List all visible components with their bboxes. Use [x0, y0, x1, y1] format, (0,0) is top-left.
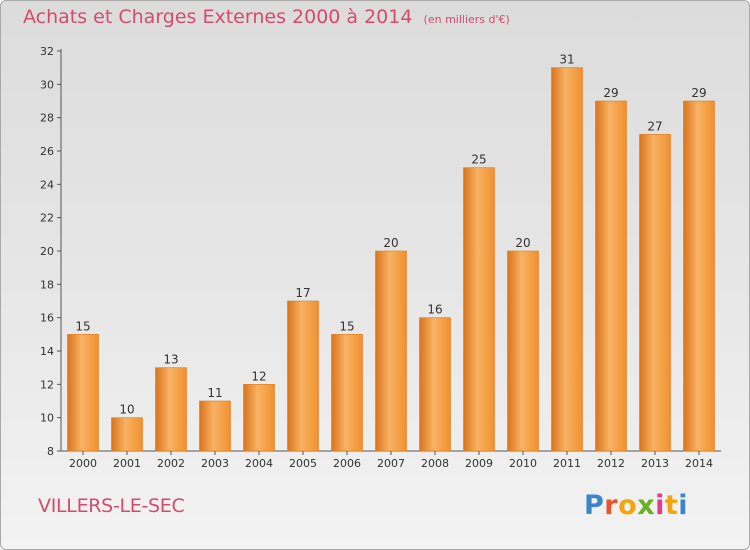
x-tick-label: 2011: [553, 457, 581, 470]
x-tick-label: 2004: [245, 457, 273, 470]
commune-name: VILLERS-LE-SEC: [38, 495, 185, 517]
y-tick-label: 26: [40, 145, 54, 158]
bar: [507, 250, 539, 452]
x-tick-label: 2014: [685, 457, 713, 470]
bar-value-label: 13: [163, 353, 178, 367]
x-tick-label: 2005: [289, 457, 317, 470]
bar-value-label: 15: [75, 319, 90, 333]
chart-unit: (en milliers d'€): [423, 13, 510, 26]
y-tick-label: 16: [40, 312, 54, 325]
logo-letter: r: [604, 490, 619, 521]
logo-letter: i: [678, 490, 689, 521]
x-tick-label: 2013: [641, 457, 669, 470]
y-tick-label: 20: [40, 245, 54, 258]
logo-letter: i: [655, 490, 665, 521]
bar-value-label: 20: [515, 236, 530, 250]
bar-value-label: 10: [119, 403, 134, 417]
logo-letter: t: [664, 490, 679, 521]
x-tick-label: 2010: [509, 457, 537, 470]
y-tick-label: 28: [40, 112, 54, 125]
bar-value-label: 29: [691, 86, 706, 100]
logo-letter: x: [637, 490, 656, 521]
y-tick-label: 14: [40, 345, 54, 358]
x-tick-label: 2003: [201, 457, 229, 470]
x-tick-label: 2006: [333, 457, 361, 470]
bar: [243, 384, 275, 452]
bar: [67, 334, 99, 452]
bar-value-label: 16: [427, 303, 442, 317]
bar-value-label: 17: [295, 286, 310, 300]
bar: [463, 167, 495, 452]
bar: [551, 67, 583, 452]
x-tick-label: 2009: [465, 457, 493, 470]
bar: [683, 100, 715, 452]
bar-value-label: 11: [207, 386, 222, 400]
y-tick-label: 24: [40, 178, 54, 191]
logo-letter: o: [618, 490, 638, 521]
bar: [199, 400, 231, 452]
bar: [155, 367, 187, 452]
x-tick-label: 2007: [377, 457, 405, 470]
y-tick-label: 18: [40, 278, 54, 291]
x-tick-label: 2000: [69, 457, 97, 470]
bar-value-label: 27: [647, 119, 662, 133]
bar-value-label: 12: [251, 369, 266, 383]
y-tick-label: 8: [47, 445, 54, 458]
y-tick-label: 30: [40, 78, 54, 91]
proxiti-logo: Proxiti: [584, 490, 688, 521]
bar-value-label: 15: [339, 319, 354, 333]
x-tick-label: 2002: [157, 457, 185, 470]
logo-letter: P: [584, 490, 605, 521]
bar: [595, 100, 627, 452]
bar: [331, 334, 363, 452]
y-tick-label: 32: [40, 45, 54, 58]
bar-value-label: 31: [559, 53, 574, 67]
chart-title-block: Achats et Charges Externes 2000 à 2014 (…: [23, 6, 510, 28]
bar: [419, 317, 451, 452]
y-tick-label: 22: [40, 212, 54, 225]
y-tick-label: 12: [40, 378, 54, 391]
x-tick-label: 2001: [113, 457, 141, 470]
chart-title: Achats et Charges Externes 2000 à 2014: [23, 6, 413, 28]
bar: [111, 417, 143, 452]
bar-value-label: 29: [603, 86, 618, 100]
y-tick-label: 10: [40, 412, 54, 425]
bar-value-label: 20: [383, 236, 398, 250]
x-tick-label: 2008: [421, 457, 449, 470]
x-tick-label: 2012: [597, 457, 625, 470]
bar-value-label: 25: [471, 153, 486, 167]
bar: [287, 300, 319, 452]
bar: [375, 250, 407, 452]
bar: [639, 134, 671, 452]
